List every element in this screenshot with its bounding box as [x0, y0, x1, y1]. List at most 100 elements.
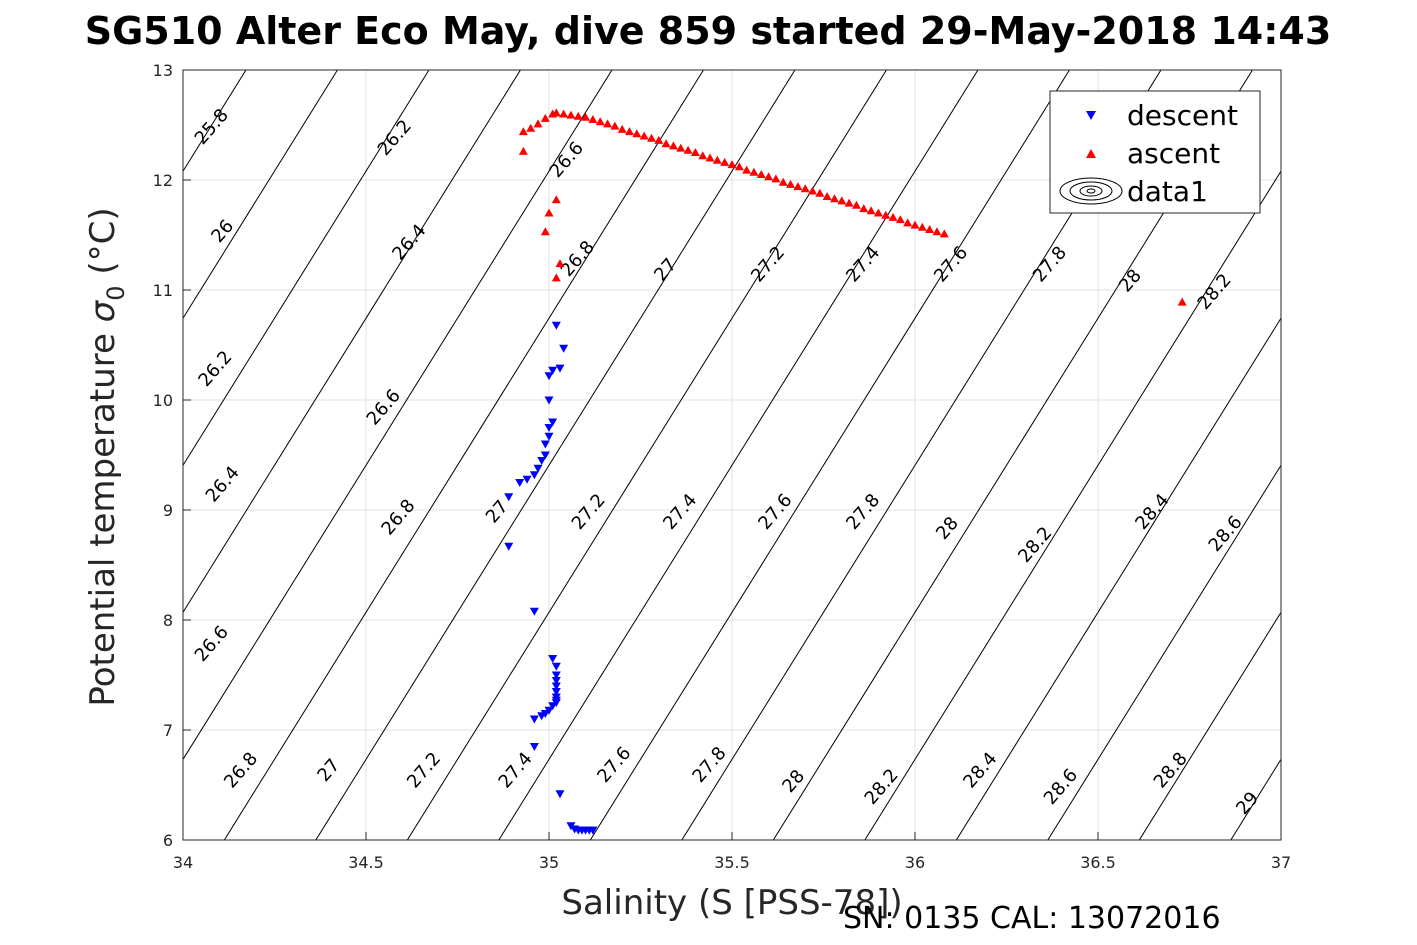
ascent-point: [939, 229, 949, 238]
y-axis-label: Potential temperature σ0 (°C): [83, 207, 130, 706]
legend-box: [1049, 90, 1261, 214]
descent-point: [548, 418, 558, 427]
legend-descent-label: descent: [1127, 99, 1238, 132]
ascent-point: [588, 115, 598, 123]
ascent-point: [533, 119, 543, 128]
isopycnal-line: [955, 317, 1281, 840]
ascent-point: [771, 174, 781, 183]
x-tick-label: 37: [1271, 853, 1291, 872]
y-tick-label: 11: [153, 281, 173, 300]
ascent-point: [698, 151, 708, 160]
y-tick-label: 13: [153, 61, 173, 80]
x-axis-label: Salinity (S [PSS-78]): [561, 883, 902, 923]
legend-ascent-label: ascent: [1127, 137, 1220, 170]
y-axis-label-main: Potential temperature: [83, 322, 123, 706]
y-axis-ticks: 6 7 8 9 10 11 12 13: [153, 61, 191, 850]
descent-point: [588, 826, 598, 835]
x-axis-ticks: 34 34.5 35 35.5 36 36.5 37: [173, 832, 1291, 872]
ascent-point: [851, 200, 861, 209]
descent-point: [529, 715, 539, 724]
ascent-point: [829, 194, 839, 203]
ascent-point: [559, 109, 569, 118]
ascent-point: [881, 210, 891, 219]
isopycnal-line: [589, 70, 1071, 840]
ascent-point: [800, 184, 810, 193]
y-tick-label: 10: [153, 391, 173, 410]
ascent-point: [566, 110, 576, 119]
ascent-point: [793, 182, 803, 191]
ascent-point: [742, 165, 752, 174]
descent-point: [555, 364, 565, 373]
ascent-point: [639, 131, 649, 140]
ascent-point: [705, 153, 715, 162]
ascent-point: [888, 212, 898, 221]
ascent-point: [808, 186, 818, 195]
ascent-point: [895, 215, 905, 224]
descent-point: [540, 710, 550, 718]
descent-point: [544, 424, 554, 432]
descent-point: [551, 677, 561, 685]
isopycnal-line: [406, 70, 888, 840]
isopycnal-line: [183, 70, 613, 761]
descent-point: [544, 396, 554, 405]
ascent-point: [610, 121, 620, 130]
descent-point: [548, 366, 558, 375]
ascent-point: [925, 225, 935, 233]
descent-point: [537, 712, 547, 721]
isopycnal-line: [183, 70, 522, 614]
descent-point: [551, 321, 561, 330]
ascent-point: [617, 124, 627, 133]
descent-point: [548, 702, 558, 711]
descent-point: [529, 607, 539, 616]
ascent-point: [822, 192, 832, 200]
ascent-series: [518, 108, 1187, 306]
descent-point: [522, 475, 532, 484]
ascent-point: [903, 218, 913, 227]
x-tick-label: 35.5: [714, 853, 750, 872]
isopycnal-line: [223, 70, 705, 840]
descent-point: [551, 688, 561, 696]
ascent-point: [866, 206, 876, 215]
descent-point: [551, 662, 561, 671]
descent-point: [544, 432, 554, 441]
ascent-point: [756, 170, 766, 178]
ascent-point: [668, 141, 678, 150]
chart-title: SG510 Alter Eco May, dive 859 started 29…: [85, 9, 1332, 53]
descent-point: [559, 344, 569, 353]
ascent-point: [595, 117, 605, 126]
isopycnal-line: [315, 70, 796, 840]
ascent-point: [518, 127, 528, 136]
x-tick-label: 36: [905, 853, 925, 872]
ascent-point: [555, 259, 565, 268]
ascent-point: [544, 208, 554, 217]
ascent-point: [932, 227, 942, 236]
descent-point: [555, 790, 565, 799]
legend-descent-marker: [1086, 111, 1096, 120]
x-tick-label: 36.5: [1080, 853, 1116, 872]
descent-point: [551, 682, 561, 691]
ascent-point: [603, 119, 613, 128]
y-axis-label-sigma: σ: [83, 299, 123, 322]
descent-point: [540, 440, 550, 449]
ascent-point: [727, 160, 737, 169]
isopycnal-line: [681, 70, 1162, 840]
descent-point: [529, 471, 539, 480]
density-contours: [183, 0, 1417, 855]
ascent-point: [749, 167, 759, 176]
descent-point: [544, 372, 554, 381]
ascent-point: [917, 222, 927, 231]
ascent-point: [910, 220, 920, 229]
isopycnal-line: [1313, 0, 1417, 855]
legend-contour-icon: [1059, 177, 1123, 205]
ascent-point: [581, 112, 591, 121]
ascent-point: [646, 133, 656, 142]
ascent-point: [837, 196, 847, 205]
ascent-point: [654, 135, 664, 144]
ascent-point: [720, 157, 730, 166]
ascent-point: [540, 227, 550, 236]
ascent-point: [786, 179, 796, 188]
descent-point: [548, 655, 558, 663]
ascent-point: [859, 204, 869, 213]
y-axis-label-unit: (°C): [83, 207, 123, 285]
